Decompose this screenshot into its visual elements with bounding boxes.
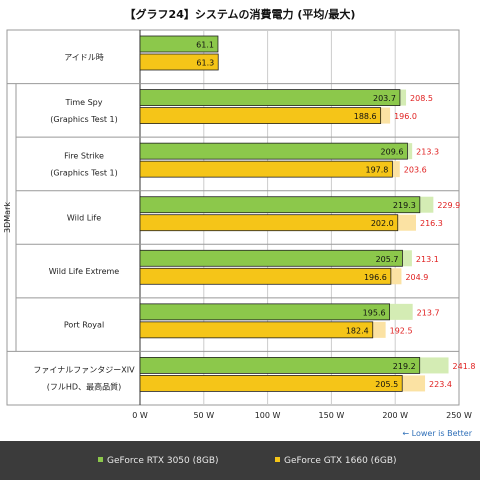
bar-max-label: 229.9 [437, 201, 460, 210]
group-label-3dmark: 3DMark [3, 202, 12, 233]
x-tick-label: 250 W [446, 411, 472, 420]
bar-average [139, 357, 421, 374]
bar-average-label: 202.0 [371, 219, 394, 228]
legend-label-gtx1660: GeForce GTX 1660 (6GB) [284, 456, 397, 466]
category-label: Wild Life Extreme [49, 267, 120, 276]
category-label: Fire Strike [64, 151, 104, 160]
bar-average-label: 219.3 [393, 201, 416, 210]
bar-max-label: 203.6 [404, 166, 427, 175]
bar-average-label: 61.1 [196, 41, 214, 50]
bar-average-label: 197.8 [365, 166, 388, 175]
bar-max-label: 213.1 [416, 255, 439, 264]
bar-average-label: 196.6 [364, 273, 387, 282]
x-tick-label: 100 W [255, 411, 281, 420]
bar-average [139, 196, 421, 214]
bar-average-label: 188.6 [354, 112, 377, 121]
chart-title: 【グラフ24】システムの消費電力 (平均/最大) [124, 8, 356, 21]
lower-is-better-note: ← Lower is Better [402, 429, 472, 438]
bar-average [139, 107, 382, 124]
bar-average [139, 214, 399, 232]
legend-swatch-rtx3050 [98, 457, 103, 462]
bar-average-label: 205.5 [375, 380, 398, 389]
bar-max-label: 216.3 [420, 219, 443, 228]
bar-average [139, 35, 219, 53]
bar-average-label: 209.6 [381, 148, 404, 157]
legend: GeForce RTX 3050 (8GB) GeForce GTX 1660 … [0, 441, 480, 480]
bar-average [139, 375, 403, 392]
bar-max-label: 213.3 [416, 148, 439, 157]
bar-average-label: 205.7 [376, 255, 399, 264]
bar-average [139, 267, 392, 285]
bar-max-label: 192.5 [390, 326, 413, 335]
x-tick-label: 150 W [319, 411, 345, 420]
bar-average [139, 321, 374, 339]
bar-average-label: 182.4 [346, 326, 369, 335]
bar-average [139, 53, 219, 71]
bar-max-label: 196.0 [394, 112, 417, 121]
bar-average [139, 160, 393, 178]
bar-average [139, 142, 408, 160]
bar-max-label: 223.4 [429, 380, 452, 389]
category-label: Wild Life [67, 214, 101, 223]
x-tick-label: 200 W [382, 411, 408, 420]
category-label: (Graphics Test 1) [50, 168, 118, 177]
bar-average [139, 303, 390, 321]
bar-max-label: 204.9 [405, 273, 428, 282]
bar-max-label: 208.5 [410, 94, 433, 103]
category-label: アイドル時 [64, 53, 104, 62]
category-label: ファイナルファンタジーXIV [33, 366, 135, 375]
category-label: Port Royal [64, 321, 104, 330]
bar-average-label: 195.6 [363, 308, 386, 317]
legend-item-rtx3050: GeForce RTX 3050 (8GB) [98, 456, 219, 466]
bar-average-label: 61.3 [196, 59, 214, 68]
bar-max-label: 213.7 [417, 308, 440, 317]
x-tick-label: 0 W [132, 411, 148, 420]
x-tick-label: 50 W [193, 411, 214, 420]
bar-average-label: 203.7 [373, 94, 396, 103]
bar-max-label: 241.8 [453, 362, 476, 371]
category-label: (Graphics Test 1) [50, 115, 118, 124]
legend-label-rtx3050: GeForce RTX 3050 (8GB) [107, 456, 219, 466]
legend-swatch-gtx1660 [275, 457, 280, 462]
category-label: (フルHD、最高品質) [47, 382, 121, 392]
bar-average [139, 89, 401, 106]
bar-average [139, 249, 403, 267]
legend-item-gtx1660: GeForce GTX 1660 (6GB) [275, 456, 397, 466]
bar-average-label: 219.2 [393, 362, 416, 371]
category-label: Time Spy [64, 98, 102, 107]
